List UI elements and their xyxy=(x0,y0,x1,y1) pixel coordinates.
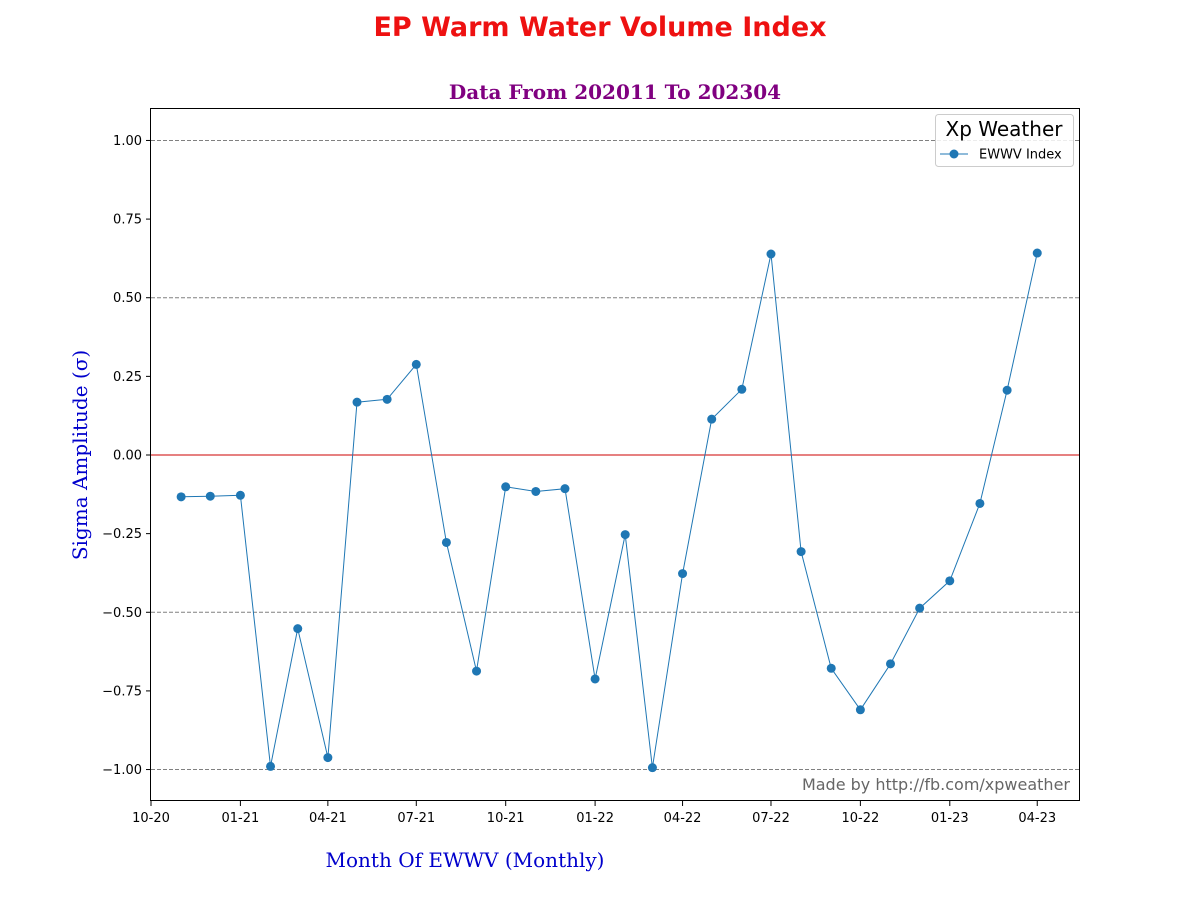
plot-frame xyxy=(150,108,1080,801)
data-point xyxy=(886,659,896,669)
data-point xyxy=(441,537,451,547)
data-point xyxy=(647,763,657,773)
data-point xyxy=(707,414,717,424)
chart-subtitle: Data From 202011 To 202304 xyxy=(448,80,782,104)
y-tick-label: 0.25 xyxy=(113,370,142,385)
data-point xyxy=(266,761,276,771)
legend-box xyxy=(935,114,1074,167)
legend-series-marker xyxy=(949,149,959,159)
series-line-ewwv-index xyxy=(181,252,1038,768)
x-tick-label: 01-23 xyxy=(931,811,969,826)
x-tick-label: 07-21 xyxy=(397,811,435,826)
data-point xyxy=(975,498,985,508)
x-tick-label: 04-21 xyxy=(309,811,347,826)
data-point xyxy=(678,569,688,579)
data-point xyxy=(1032,248,1042,258)
data-point xyxy=(293,624,303,634)
data-point xyxy=(176,492,186,502)
x-tick-label: 07-22 xyxy=(752,811,790,826)
x-tick-label: 04-22 xyxy=(664,811,702,826)
axis-layer: 1.00 0.75 0.50 0.25 0.00 −0.25 −0.50 −0.75 −1.00… xyxy=(102,134,1056,826)
x-tick-label: 01-21 xyxy=(222,811,260,826)
y-tick-label: −1.00 xyxy=(102,763,142,778)
legend-title: Xp Weather xyxy=(946,117,1064,141)
data-point xyxy=(323,753,333,763)
legend-entry-ewwv-index: EWWV Index xyxy=(979,148,1062,163)
y-tick-label: 0.75 xyxy=(113,213,142,228)
x-axis-label: Month Of EWWV (Monthly) xyxy=(325,848,605,872)
x-tick-label: 01-22 xyxy=(576,811,614,826)
y-tick-label: −0.50 xyxy=(102,606,142,621)
x-tick-label: 10-22 xyxy=(841,811,879,826)
grid-layer xyxy=(151,139,1080,771)
data-point xyxy=(766,249,776,259)
data-point xyxy=(205,491,215,501)
y-tick-label: 0.50 xyxy=(113,291,142,306)
watermark-annotation: Made by http://fb.com/xpweather xyxy=(802,775,1070,794)
data-point xyxy=(382,394,392,404)
data-point xyxy=(411,359,421,369)
chart-title: EP Warm Water Volume Index xyxy=(373,12,827,43)
x-tick-label: 04-23 xyxy=(1018,811,1056,826)
data-point xyxy=(235,490,245,500)
x-tick-label: 10-21 xyxy=(487,811,525,826)
data-point xyxy=(352,397,362,407)
data-point xyxy=(531,486,541,496)
legend: Xp Weather EWWV Index xyxy=(935,114,1074,167)
data-point xyxy=(501,482,511,492)
y-tick-label: −0.25 xyxy=(102,527,142,542)
y-tick-label: 1.00 xyxy=(113,134,142,149)
data-point xyxy=(620,530,630,540)
data-point xyxy=(472,666,482,676)
series-layer xyxy=(176,248,1042,773)
data-point xyxy=(796,547,806,557)
data-point xyxy=(826,663,836,673)
x-tick-label: 10-20 xyxy=(132,811,170,826)
data-point xyxy=(1002,385,1012,395)
data-point xyxy=(915,603,925,613)
data-point xyxy=(855,705,865,715)
data-point xyxy=(945,576,955,586)
data-point xyxy=(737,384,747,394)
y-tick-label: −0.75 xyxy=(102,684,142,699)
y-tick-label: 0.00 xyxy=(113,449,142,464)
data-point xyxy=(590,674,600,684)
data-point xyxy=(560,484,570,494)
